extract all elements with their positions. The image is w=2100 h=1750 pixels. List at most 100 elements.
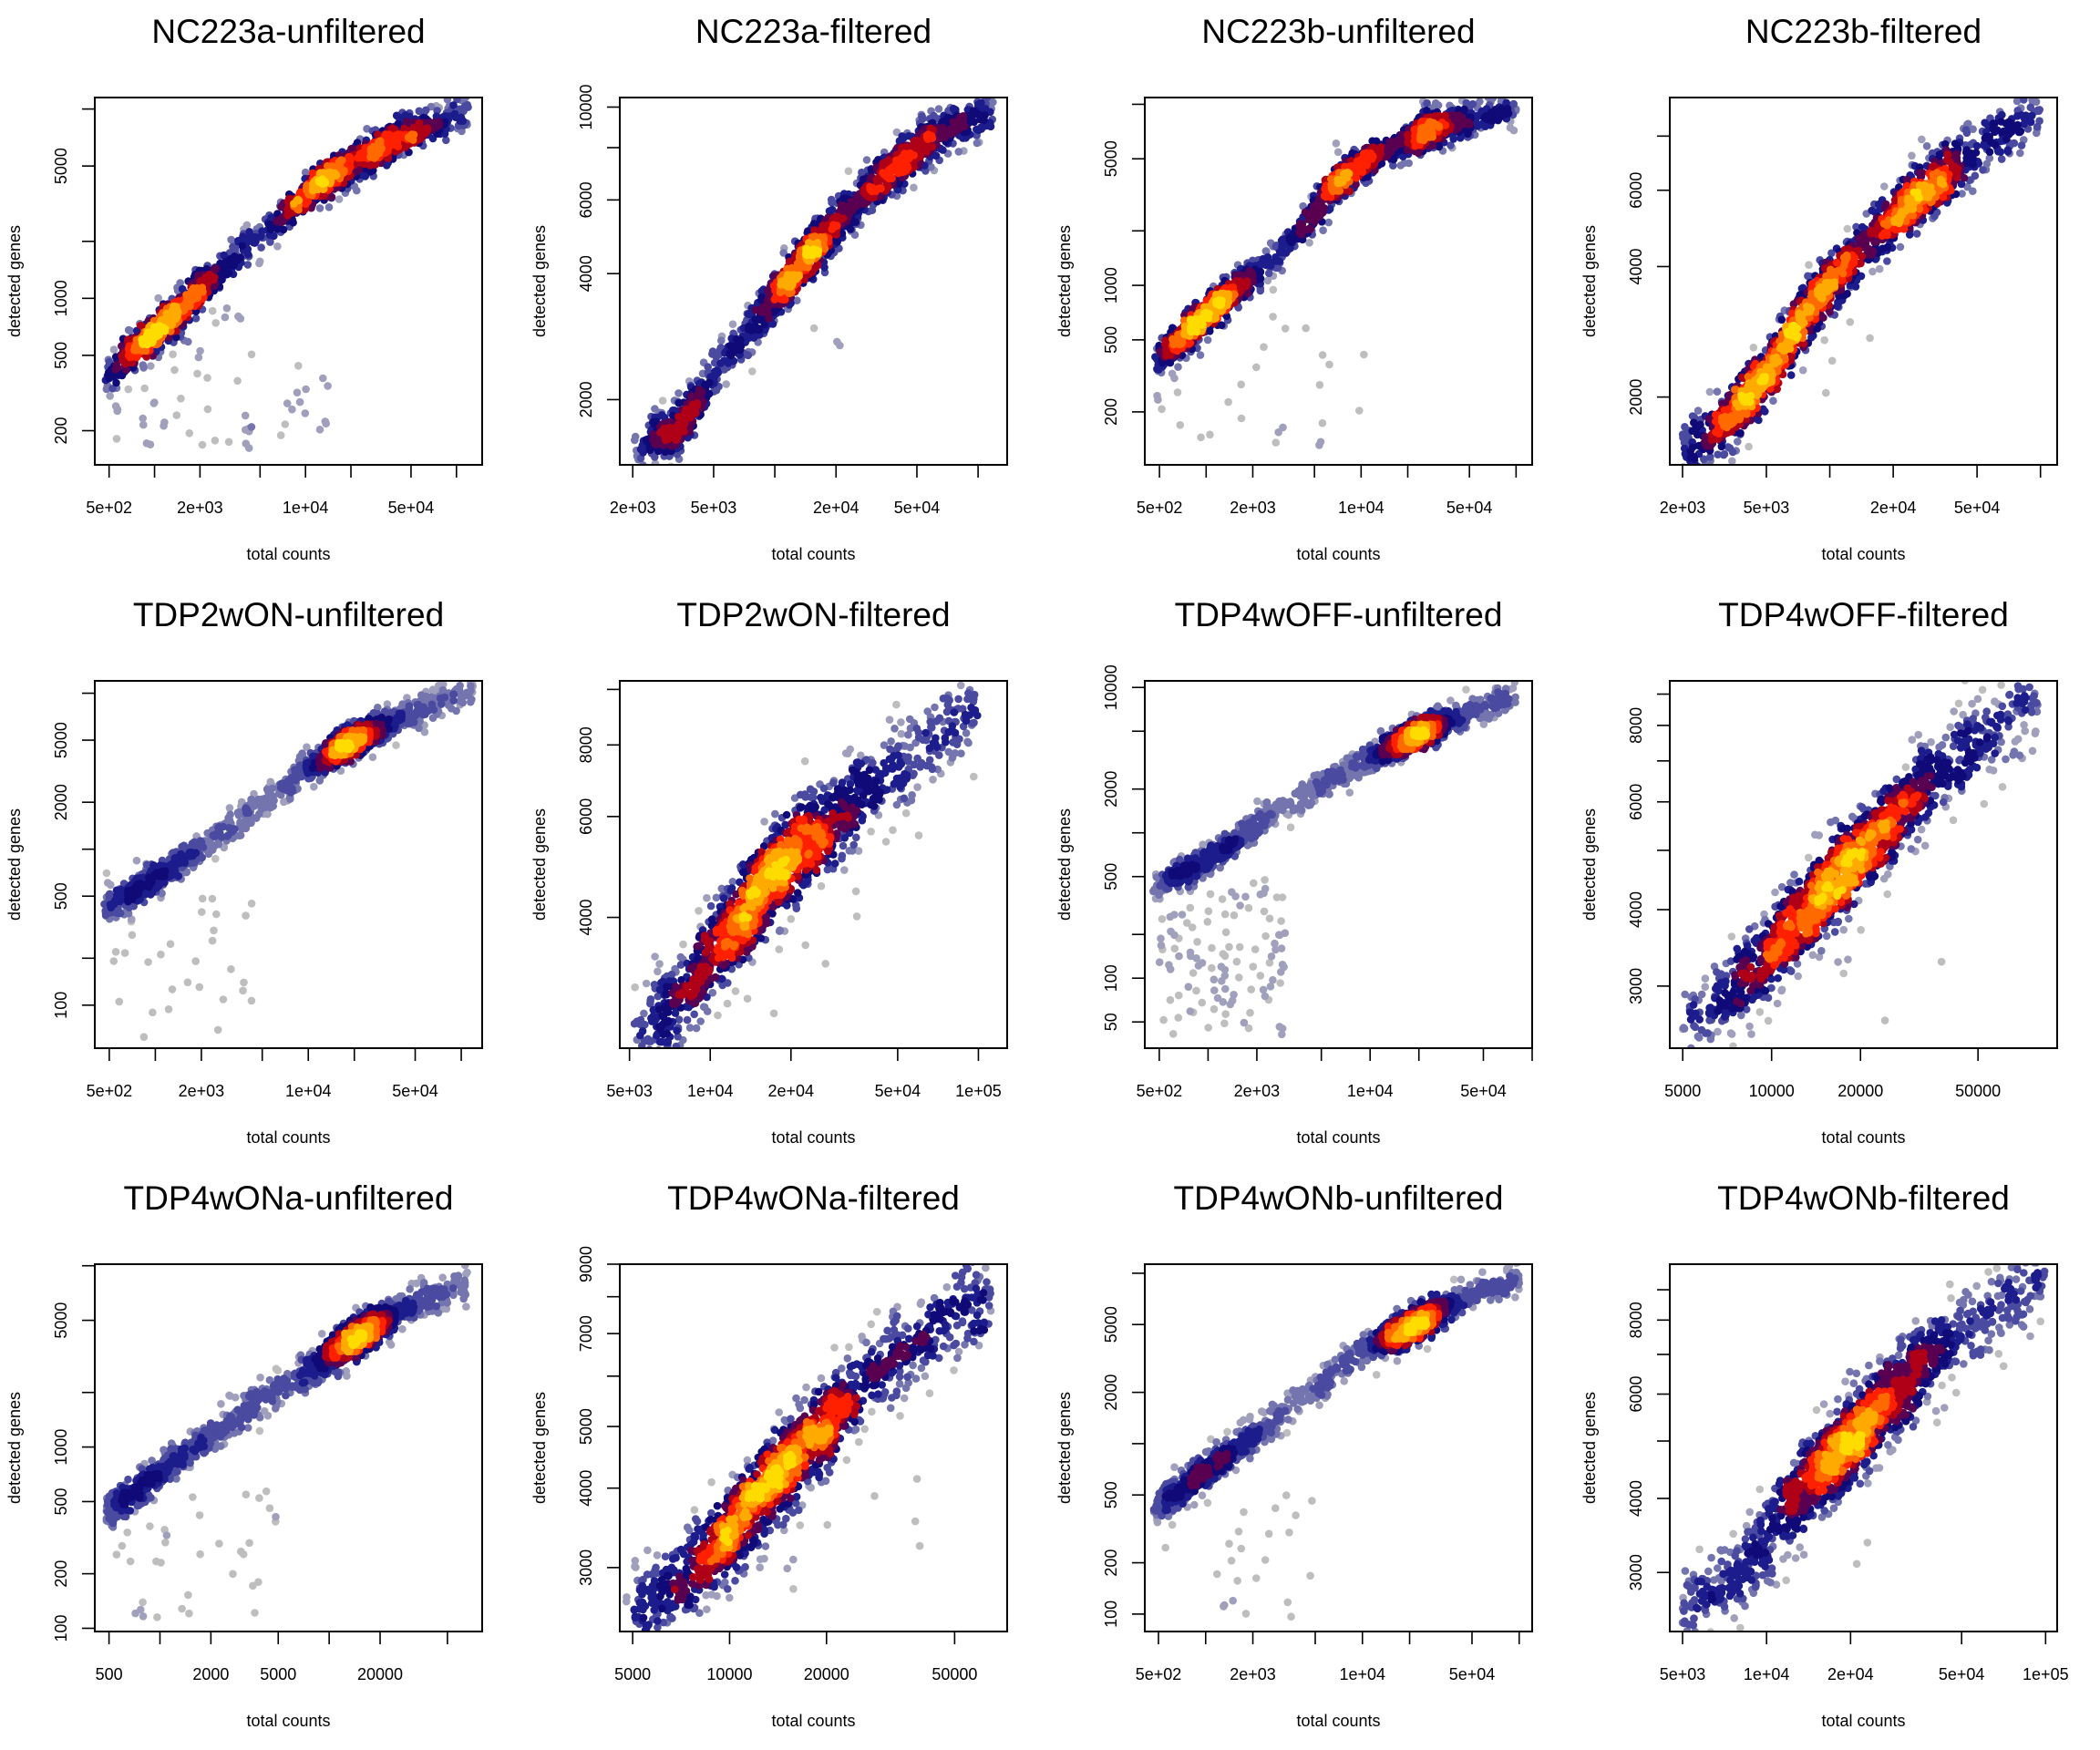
data-point: [1352, 180, 1360, 189]
data-point: [1174, 363, 1182, 371]
data-point: [1355, 407, 1364, 415]
data-point: [1805, 261, 1813, 270]
data-point: [294, 362, 303, 370]
data-point: [1488, 98, 1498, 102]
y-axis-label: detected genes: [1055, 225, 1074, 337]
data-point: [1717, 464, 1721, 465]
data-point: [717, 336, 726, 345]
data-point: [324, 382, 332, 390]
x-tick-label: 2e+03: [177, 499, 223, 517]
data-point: [1446, 141, 1455, 149]
data-point: [315, 426, 324, 434]
x-tick-label: 1e+04: [1338, 499, 1385, 517]
data-point: [667, 462, 675, 465]
data-point: [224, 438, 233, 447]
data-point: [658, 396, 667, 405]
data-point: [231, 245, 240, 254]
data-point: [118, 352, 126, 360]
data-point: [1196, 351, 1205, 359]
data-point: [281, 420, 290, 428]
data-point: [407, 130, 417, 139]
data-point: [1404, 139, 1412, 147]
data-point: [720, 365, 728, 374]
data-point: [934, 105, 943, 113]
data-point: [198, 440, 207, 449]
data-point: [1745, 442, 1753, 451]
data-point: [139, 420, 148, 429]
data-point: [903, 161, 911, 170]
data-point: [1271, 253, 1280, 262]
data-point: [639, 448, 647, 457]
data-point: [1875, 264, 1884, 273]
data-point: [307, 203, 315, 212]
data-point: [428, 134, 438, 143]
data-point: [901, 155, 911, 164]
data-point: [1397, 139, 1406, 148]
data-point: [1320, 204, 1329, 212]
data-point: [154, 293, 162, 303]
data-point: [1435, 123, 1444, 131]
data-point: [124, 385, 133, 394]
data-point: [686, 392, 695, 401]
data-point: [293, 388, 302, 397]
data-point: [176, 279, 184, 287]
data-point: [180, 300, 190, 309]
data-point: [1324, 218, 1333, 227]
data-point: [1301, 208, 1310, 217]
data-point: [809, 324, 818, 333]
data-point: [1325, 204, 1334, 213]
data-point: [234, 312, 242, 321]
data-point: [433, 107, 441, 115]
data-point: [928, 142, 937, 151]
data-point: [1325, 360, 1333, 369]
data-point: [1460, 105, 1468, 114]
data-point: [1260, 343, 1268, 352]
data-point: [839, 206, 849, 215]
y-tick-label: 4000: [577, 255, 595, 292]
data-point: [759, 304, 767, 312]
data-point: [1156, 347, 1164, 356]
data-point: [146, 440, 155, 449]
data-point: [403, 118, 411, 126]
data-point: [244, 444, 253, 452]
x-tick-label: 5e+03: [691, 499, 737, 517]
data-point: [1880, 182, 1889, 190]
y-tick-label: 10000: [577, 84, 595, 129]
data-point: [185, 429, 194, 438]
data-point: [451, 113, 460, 121]
data-point: [211, 319, 220, 327]
data-point: [969, 88, 977, 96]
data-point: [1908, 151, 1916, 160]
data-point: [748, 367, 757, 376]
data-point: [435, 118, 443, 126]
y-axis-label: detected genes: [530, 225, 549, 337]
x-tick-label: 5e+04: [894, 499, 941, 517]
data-point: [892, 156, 901, 165]
data-point: [1274, 427, 1282, 437]
data-point: [1271, 438, 1281, 447]
data-point: [1315, 441, 1323, 449]
data-point: [1305, 239, 1313, 247]
data-point: [971, 86, 979, 94]
data-point: [868, 183, 877, 192]
data-point: [449, 101, 458, 109]
data-point: [251, 239, 259, 247]
data-point: [674, 389, 683, 397]
data-point: [1227, 283, 1235, 292]
data-point: [170, 365, 179, 375]
data-point: [784, 283, 792, 291]
data-point: [1269, 313, 1277, 321]
data-point: [178, 284, 187, 293]
data-point: [140, 384, 149, 393]
data-point: [927, 162, 935, 171]
data-point: [735, 345, 744, 355]
data-point: [1827, 356, 1837, 365]
data-point: [681, 409, 690, 417]
data-point: [1506, 123, 1515, 132]
plot-title: NC223a-unfiltered: [151, 13, 425, 50]
data-point: [1749, 344, 1758, 352]
data-point: [673, 450, 682, 458]
data-point: [1219, 289, 1228, 298]
